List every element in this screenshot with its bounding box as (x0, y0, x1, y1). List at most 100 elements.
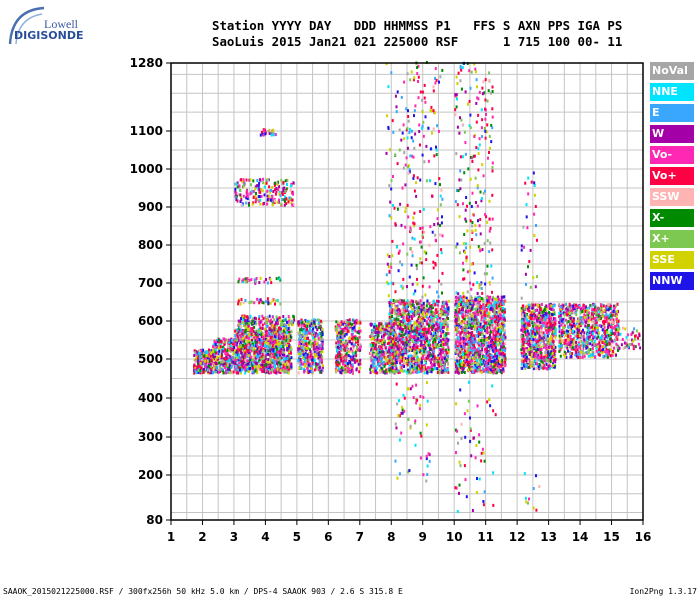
data-point (412, 358, 415, 362)
data-point (303, 329, 306, 333)
data-point (401, 350, 404, 354)
data-point (391, 310, 394, 314)
data-point (389, 335, 392, 339)
data-point (391, 343, 394, 347)
data-point (431, 328, 434, 331)
data-point (343, 345, 346, 349)
data-point (218, 344, 221, 348)
data-point (235, 365, 238, 368)
data-point (345, 344, 347, 348)
data-point (321, 333, 324, 336)
data-point (215, 366, 218, 370)
data-point (381, 367, 384, 371)
data-point (431, 368, 434, 372)
data-point (501, 348, 503, 352)
data-point (298, 366, 301, 370)
data-point (419, 362, 422, 366)
data-point (412, 344, 415, 348)
data-point (402, 318, 405, 322)
data-point (316, 348, 319, 352)
data-point (236, 341, 238, 344)
data-point (476, 318, 479, 322)
data-point (428, 308, 431, 312)
data-point (439, 325, 442, 329)
data-point (434, 331, 437, 335)
data-point (288, 354, 291, 358)
data-point (213, 366, 216, 370)
data-point (234, 361, 237, 365)
data-point (390, 355, 393, 359)
data-point (469, 302, 472, 306)
data-point (218, 338, 221, 342)
data-point (248, 365, 251, 369)
data-point (280, 347, 283, 350)
data-point (279, 353, 281, 357)
data-point (284, 363, 287, 367)
data-point (431, 348, 433, 352)
data-point (372, 346, 375, 350)
data-point (432, 328, 435, 332)
data-point (357, 320, 360, 324)
data-point (393, 331, 396, 335)
data-point (359, 362, 362, 366)
data-point (246, 315, 249, 319)
data-point (421, 356, 424, 359)
data-point (395, 306, 398, 310)
data-point (446, 361, 449, 365)
data-point (310, 367, 313, 371)
data-point (478, 368, 481, 372)
data-point (311, 325, 314, 329)
data-point (434, 344, 437, 348)
data-point (458, 307, 461, 311)
data-point (381, 350, 384, 354)
data-point (391, 352, 394, 356)
data-point (227, 370, 230, 374)
data-point (253, 342, 256, 346)
data-point (498, 332, 501, 336)
data-point (391, 337, 394, 341)
data-point (244, 325, 247, 329)
data-point (290, 335, 293, 339)
data-point (443, 357, 446, 361)
data-point (500, 333, 502, 337)
data-point (299, 338, 302, 342)
data-point (502, 337, 505, 340)
data-point (433, 315, 436, 319)
data-point (340, 329, 343, 333)
data-point (290, 362, 293, 366)
data-point (225, 355, 228, 359)
data-point (392, 350, 395, 354)
data-point (290, 351, 292, 355)
data-point (336, 348, 339, 352)
data-point (265, 340, 268, 344)
data-point (275, 315, 278, 319)
data-point (455, 302, 458, 306)
data-point (415, 306, 418, 310)
data-point (431, 317, 434, 321)
data-point (310, 322, 313, 326)
data-point (394, 354, 397, 358)
data-point (313, 320, 316, 324)
data-point (438, 315, 441, 319)
data-point (483, 306, 486, 310)
data-point (339, 329, 342, 333)
data-point (314, 350, 317, 354)
data-point (396, 336, 399, 340)
data-point (373, 353, 376, 357)
data-point (489, 333, 491, 337)
data-point (314, 334, 317, 338)
data-point (259, 348, 262, 352)
data-point (350, 347, 352, 351)
data-point (220, 354, 223, 358)
data-point (419, 316, 422, 320)
data-point (427, 351, 430, 355)
data-point (261, 335, 263, 339)
data-point (353, 325, 356, 329)
data-point (461, 345, 464, 349)
data-point (272, 341, 275, 344)
data-point (426, 299, 429, 303)
data-point (335, 363, 338, 367)
data-point (374, 330, 377, 334)
data-point (234, 339, 237, 343)
data-point (321, 330, 324, 334)
